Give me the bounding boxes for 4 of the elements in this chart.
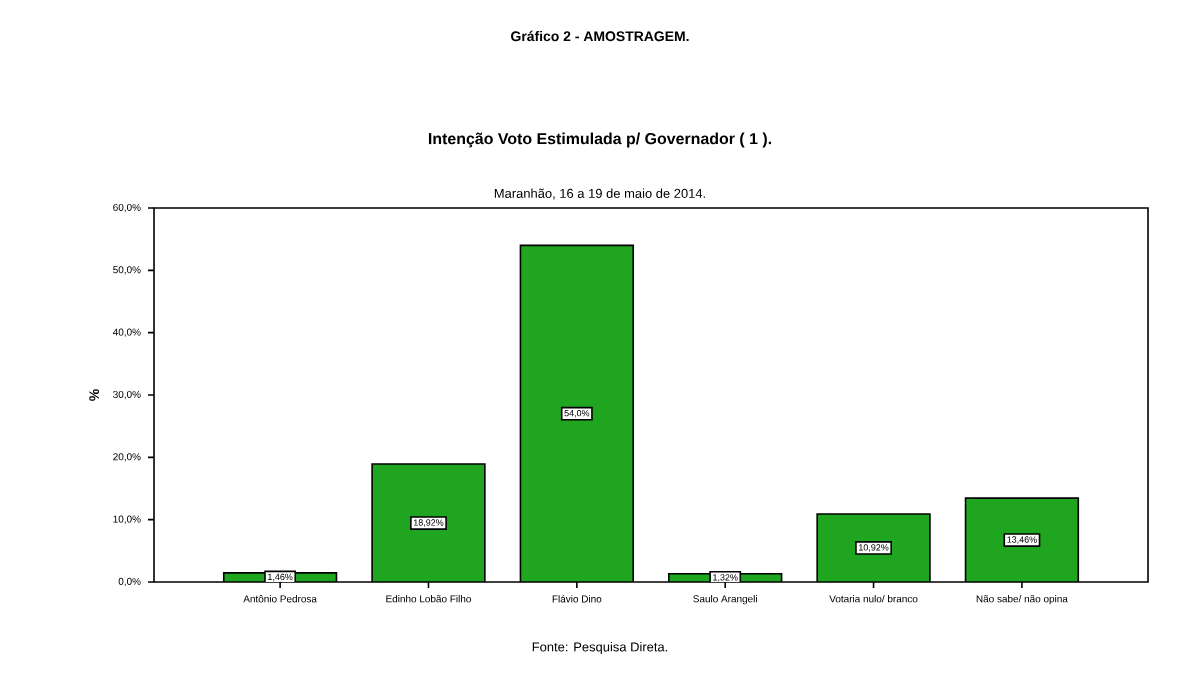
bar (816, 513, 931, 582)
bar (371, 463, 486, 582)
bar (964, 497, 1080, 582)
bar (519, 244, 635, 582)
